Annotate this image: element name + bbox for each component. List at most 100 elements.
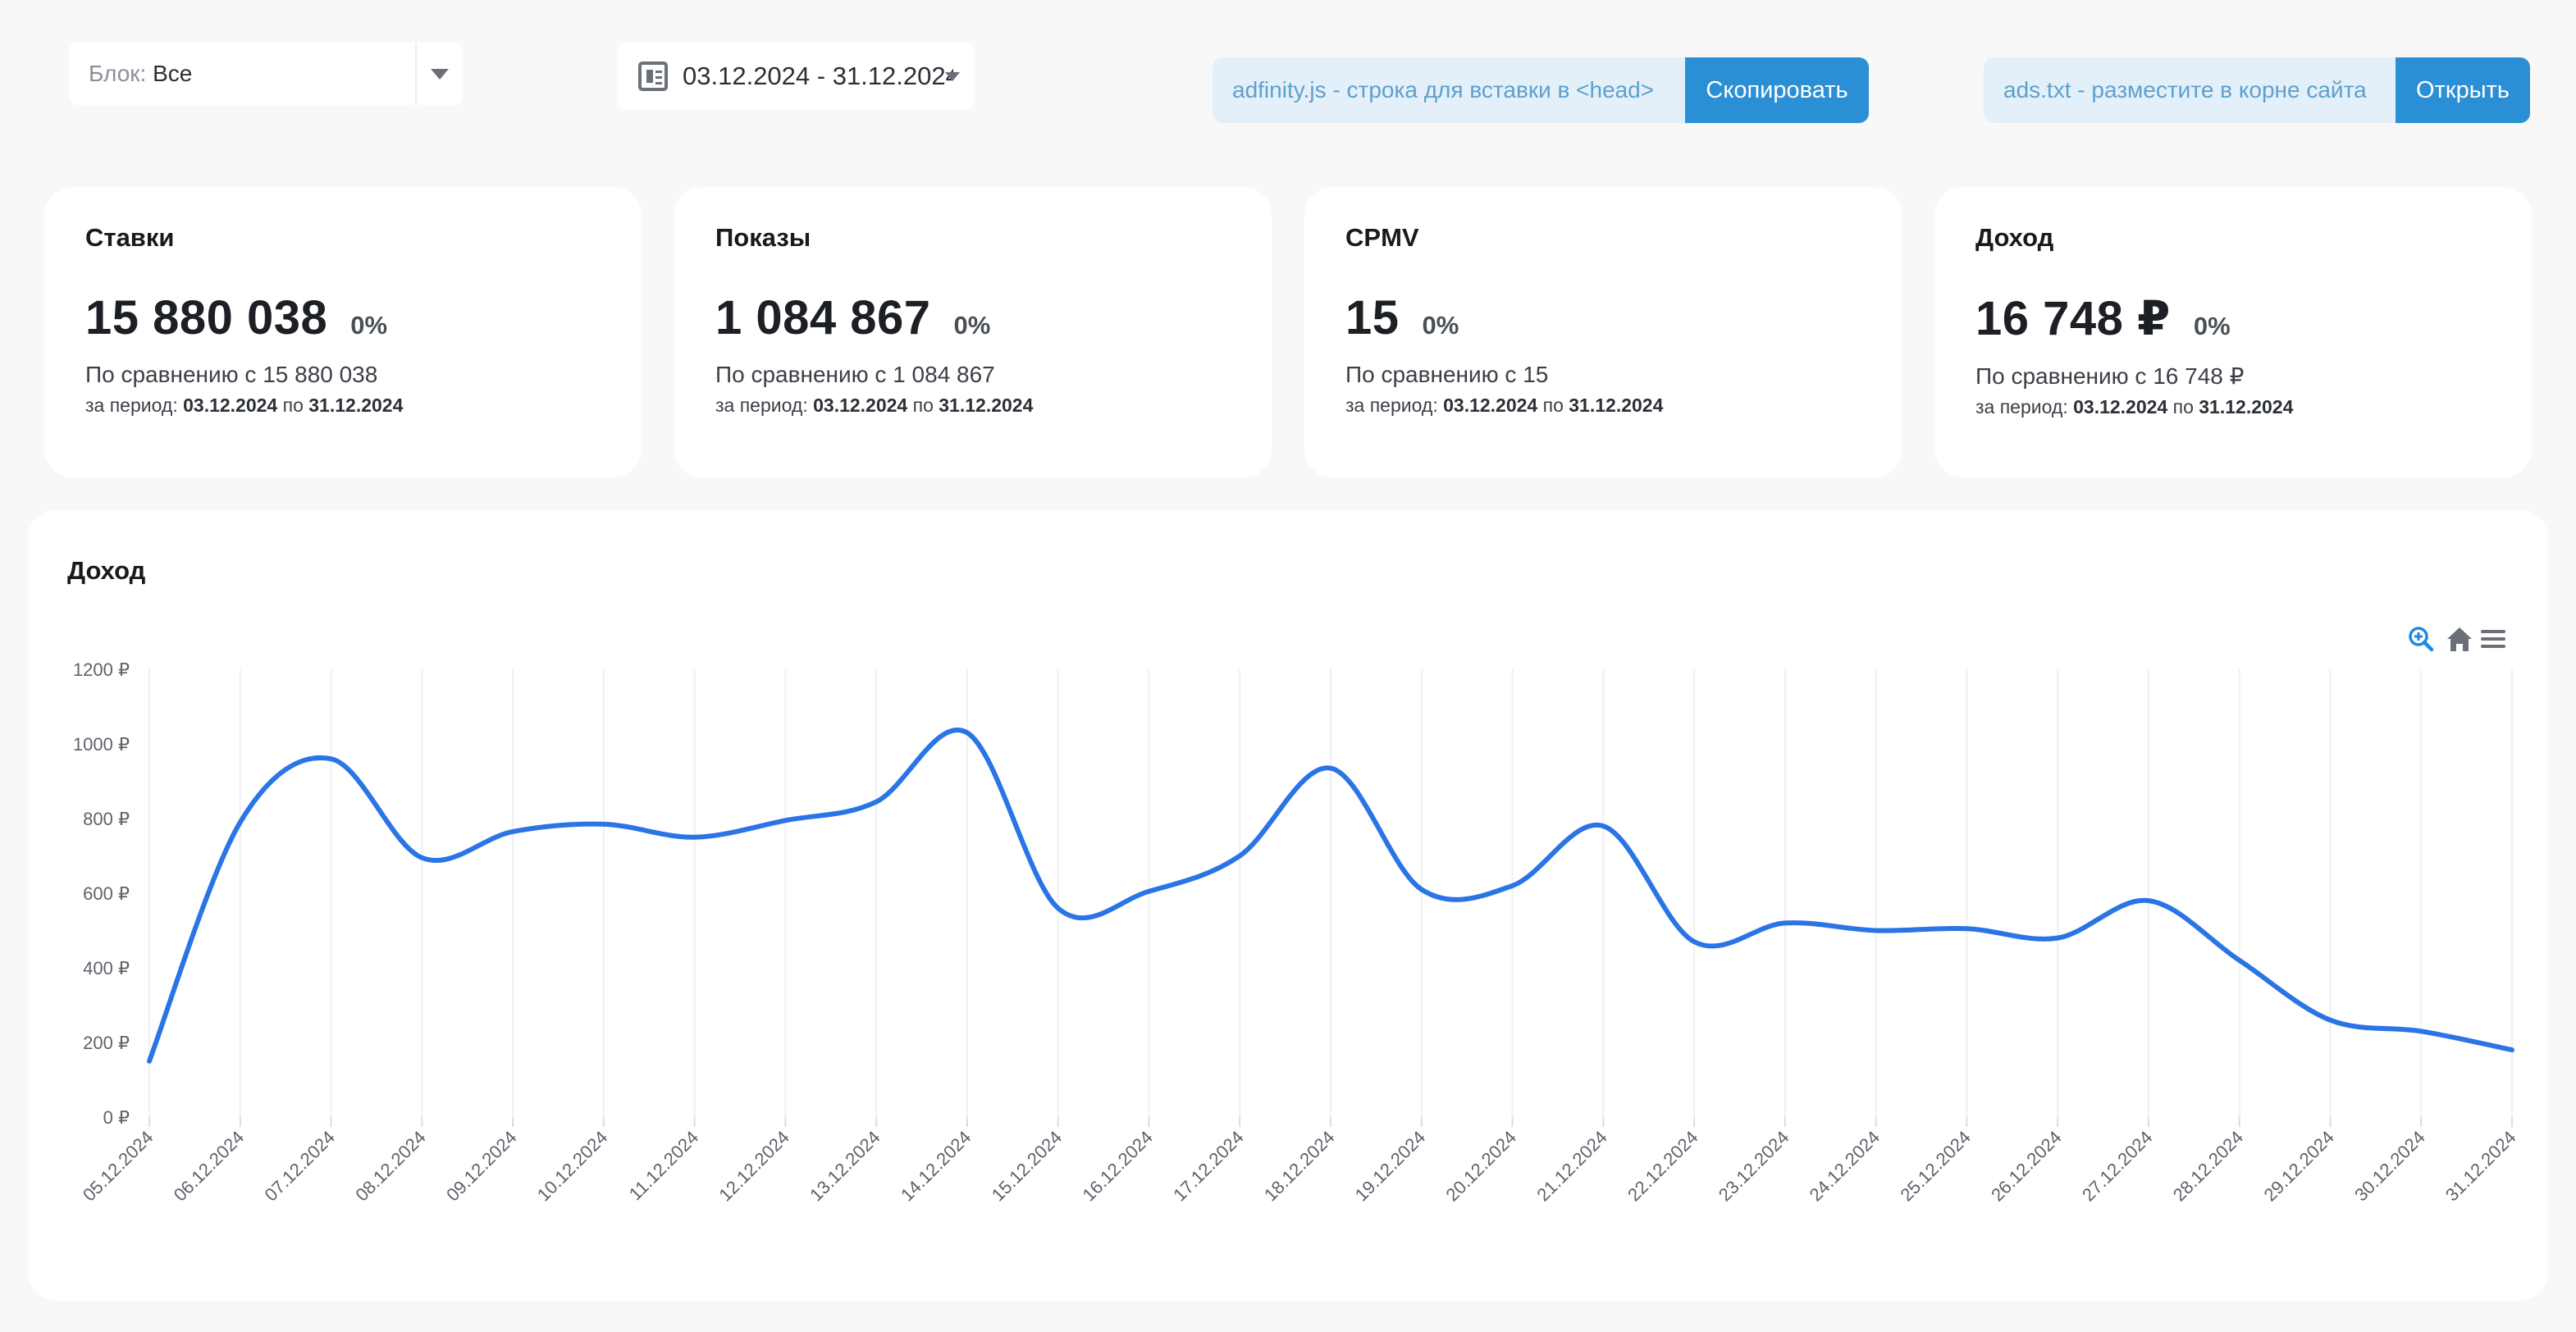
date-range-picker[interactable]: 03.12.2024 - 31.12.2024 — [617, 43, 975, 110]
stat-title: Доход — [1975, 223, 2054, 252]
ads-txt-banner: ads.txt - разместите в корне сайта Откры… — [1984, 57, 2530, 123]
data-point — [2236, 957, 2243, 964]
y-tick-label: 800 ₽ — [83, 809, 130, 829]
block-select-label: Блок: — [89, 61, 147, 86]
zoom-in-icon[interactable] — [2409, 627, 2434, 652]
adfinity-js-info: adfinity.js - строка для вставки в <head… — [1213, 57, 1685, 123]
data-point — [2418, 1028, 2424, 1034]
x-tick-label: 14.12.2024 — [897, 1127, 975, 1206]
data-point — [1145, 888, 1152, 895]
x-tick-label: 18.12.2024 — [1260, 1127, 1339, 1206]
series-line — [147, 728, 2514, 1064]
data-point — [328, 755, 335, 762]
data-point — [1691, 938, 1697, 945]
block-select-value: Все — [153, 61, 193, 86]
stat-title: CPMV — [1345, 223, 1419, 252]
revenue-chart-card: 0 ₽ 200 ₽ 400 ₽ 600 ₽ 800 ₽ 1000 ₽ 1200 ₽ 05.12… — [28, 510, 2548, 1301]
x-tick-label: 31.12.2024 — [2441, 1127, 2520, 1206]
data-point — [509, 828, 516, 835]
y-tick-label: 1200 ₽ — [73, 659, 130, 680]
x-tick-label: 21.12.2024 — [1532, 1127, 1611, 1206]
x-tick-label: 12.12.2024 — [715, 1127, 793, 1206]
revenue-chart: 0 ₽ 200 ₽ 400 ₽ 600 ₽ 800 ₽ 1000 ₽ 1200 ₽ 05.12… — [73, 627, 2520, 1206]
data-point — [146, 1058, 153, 1065]
home-icon[interactable] — [2447, 627, 2472, 651]
stat-value: 1 084 867 — [715, 291, 931, 344]
data-point — [2509, 1047, 2515, 1053]
block-select-toggle[interactable] — [417, 68, 463, 80]
x-tick-label: 07.12.2024 — [261, 1127, 340, 1206]
adfinity-js-banner: adfinity.js - строка для вставки в <head… — [1213, 57, 1869, 123]
stat-change: 0% — [1422, 311, 1459, 340]
open-button[interactable]: Открыть — [2396, 57, 2530, 123]
data-point — [1963, 925, 1970, 932]
block-select[interactable]: Блок: Все — [69, 43, 463, 105]
stat-card-cpmv: CPMV 15 0% По сравнению с 15 за период: 0… — [1304, 187, 1902, 477]
x-tick-label: 17.12.2024 — [1169, 1127, 1248, 1206]
y-tick-label: 200 ₽ — [83, 1033, 130, 1053]
x-tick-label: 28.12.2024 — [2169, 1127, 2248, 1206]
block-select-divider — [415, 43, 417, 105]
stat-period: за период: 03.12.2024 по 31.12.2024 — [715, 395, 1034, 416]
data-point — [1418, 886, 1425, 892]
data-point — [782, 817, 788, 823]
x-tick-label: 08.12.2024 — [351, 1127, 430, 1206]
x-tick-label: 30.12.2024 — [2350, 1127, 2429, 1206]
stat-period: за период: 03.12.2024 по 31.12.2024 — [1975, 396, 2294, 417]
block-select-text: Блок: Все — [69, 61, 415, 87]
x-tick-label: 26.12.2024 — [1987, 1127, 2066, 1206]
data-point — [1782, 919, 1788, 926]
data-point — [418, 855, 425, 861]
stat-compare: По сравнению с 16 748 ₽ — [1975, 363, 2245, 389]
stat-card-revenue: Доход 16 748 ₽ 0% По сравнению с 16 748 ₽… — [1934, 187, 2532, 477]
stat-title: Показы — [715, 223, 811, 252]
calendar-icon — [638, 62, 668, 91]
stat-period: за период: 03.12.2024 по 31.12.2024 — [85, 395, 404, 416]
x-tick-label: 11.12.2024 — [625, 1127, 702, 1204]
copy-button[interactable]: Скопировать — [1685, 57, 1869, 123]
data-point — [1236, 853, 1243, 860]
data-point — [2145, 897, 2152, 904]
x-tick-label: 10.12.2024 — [533, 1127, 612, 1206]
y-tick-label: 1000 ₽ — [73, 734, 130, 755]
x-tick-label: 16.12.2024 — [1078, 1127, 1157, 1206]
stat-compare: По сравнению с 15 — [1345, 362, 1549, 387]
data-point — [237, 819, 244, 826]
data-point — [2327, 1017, 2333, 1024]
stat-value: 15 — [1345, 291, 1400, 344]
x-tick-label: 13.12.2024 — [806, 1127, 884, 1206]
x-tick-label: 19.12.2024 — [1351, 1127, 1430, 1206]
date-range-value: 03.12.2024 - 31.12.2024 — [683, 62, 953, 90]
x-tick-label: 24.12.2024 — [1806, 1127, 1884, 1206]
chevron-down-icon — [945, 72, 960, 81]
stat-card-bids: Ставки 15 880 038 0% По сравнению с 15 88… — [44, 187, 642, 477]
menu-icon[interactable] — [2481, 630, 2505, 648]
x-tick-label: 23.12.2024 — [1715, 1127, 1793, 1206]
stat-value: 16 748 ₽ — [1975, 292, 2171, 345]
stat-change: 0% — [2193, 312, 2231, 340]
stat-change: 0% — [953, 311, 991, 340]
stat-period: за период: 03.12.2024 по 31.12.2024 — [1345, 395, 1664, 416]
y-tick-label: 600 ₽ — [83, 883, 130, 904]
x-tick-label: 09.12.2024 — [442, 1127, 521, 1206]
y-tick-label: 0 ₽ — [103, 1107, 130, 1128]
y-tick-label: 400 ₽ — [83, 958, 130, 978]
x-tick-label: 27.12.2024 — [2078, 1127, 2157, 1206]
x-tick-label: 15.12.2024 — [988, 1127, 1066, 1206]
data-point — [692, 834, 698, 841]
x-tick-label: 22.12.2024 — [1624, 1127, 1702, 1206]
stat-title: Ставки — [85, 223, 175, 252]
x-tick-label: 25.12.2024 — [1896, 1127, 1975, 1206]
stat-change: 0% — [350, 311, 388, 340]
stat-card-impressions: Показы 1 084 867 0% По сравнению с 1 084 … — [674, 187, 1272, 477]
data-point — [873, 799, 879, 805]
data-point — [601, 821, 607, 828]
stat-value: 15 880 038 — [85, 291, 328, 344]
data-point — [964, 729, 971, 736]
stat-compare: По сравнению с 15 880 038 — [85, 362, 378, 387]
data-point — [1510, 883, 1516, 889]
data-point — [1600, 823, 1606, 829]
x-tick-label: 05.12.2024 — [79, 1127, 158, 1206]
chevron-down-icon — [431, 68, 449, 80]
x-tick-label: 20.12.2024 — [1442, 1127, 1521, 1206]
